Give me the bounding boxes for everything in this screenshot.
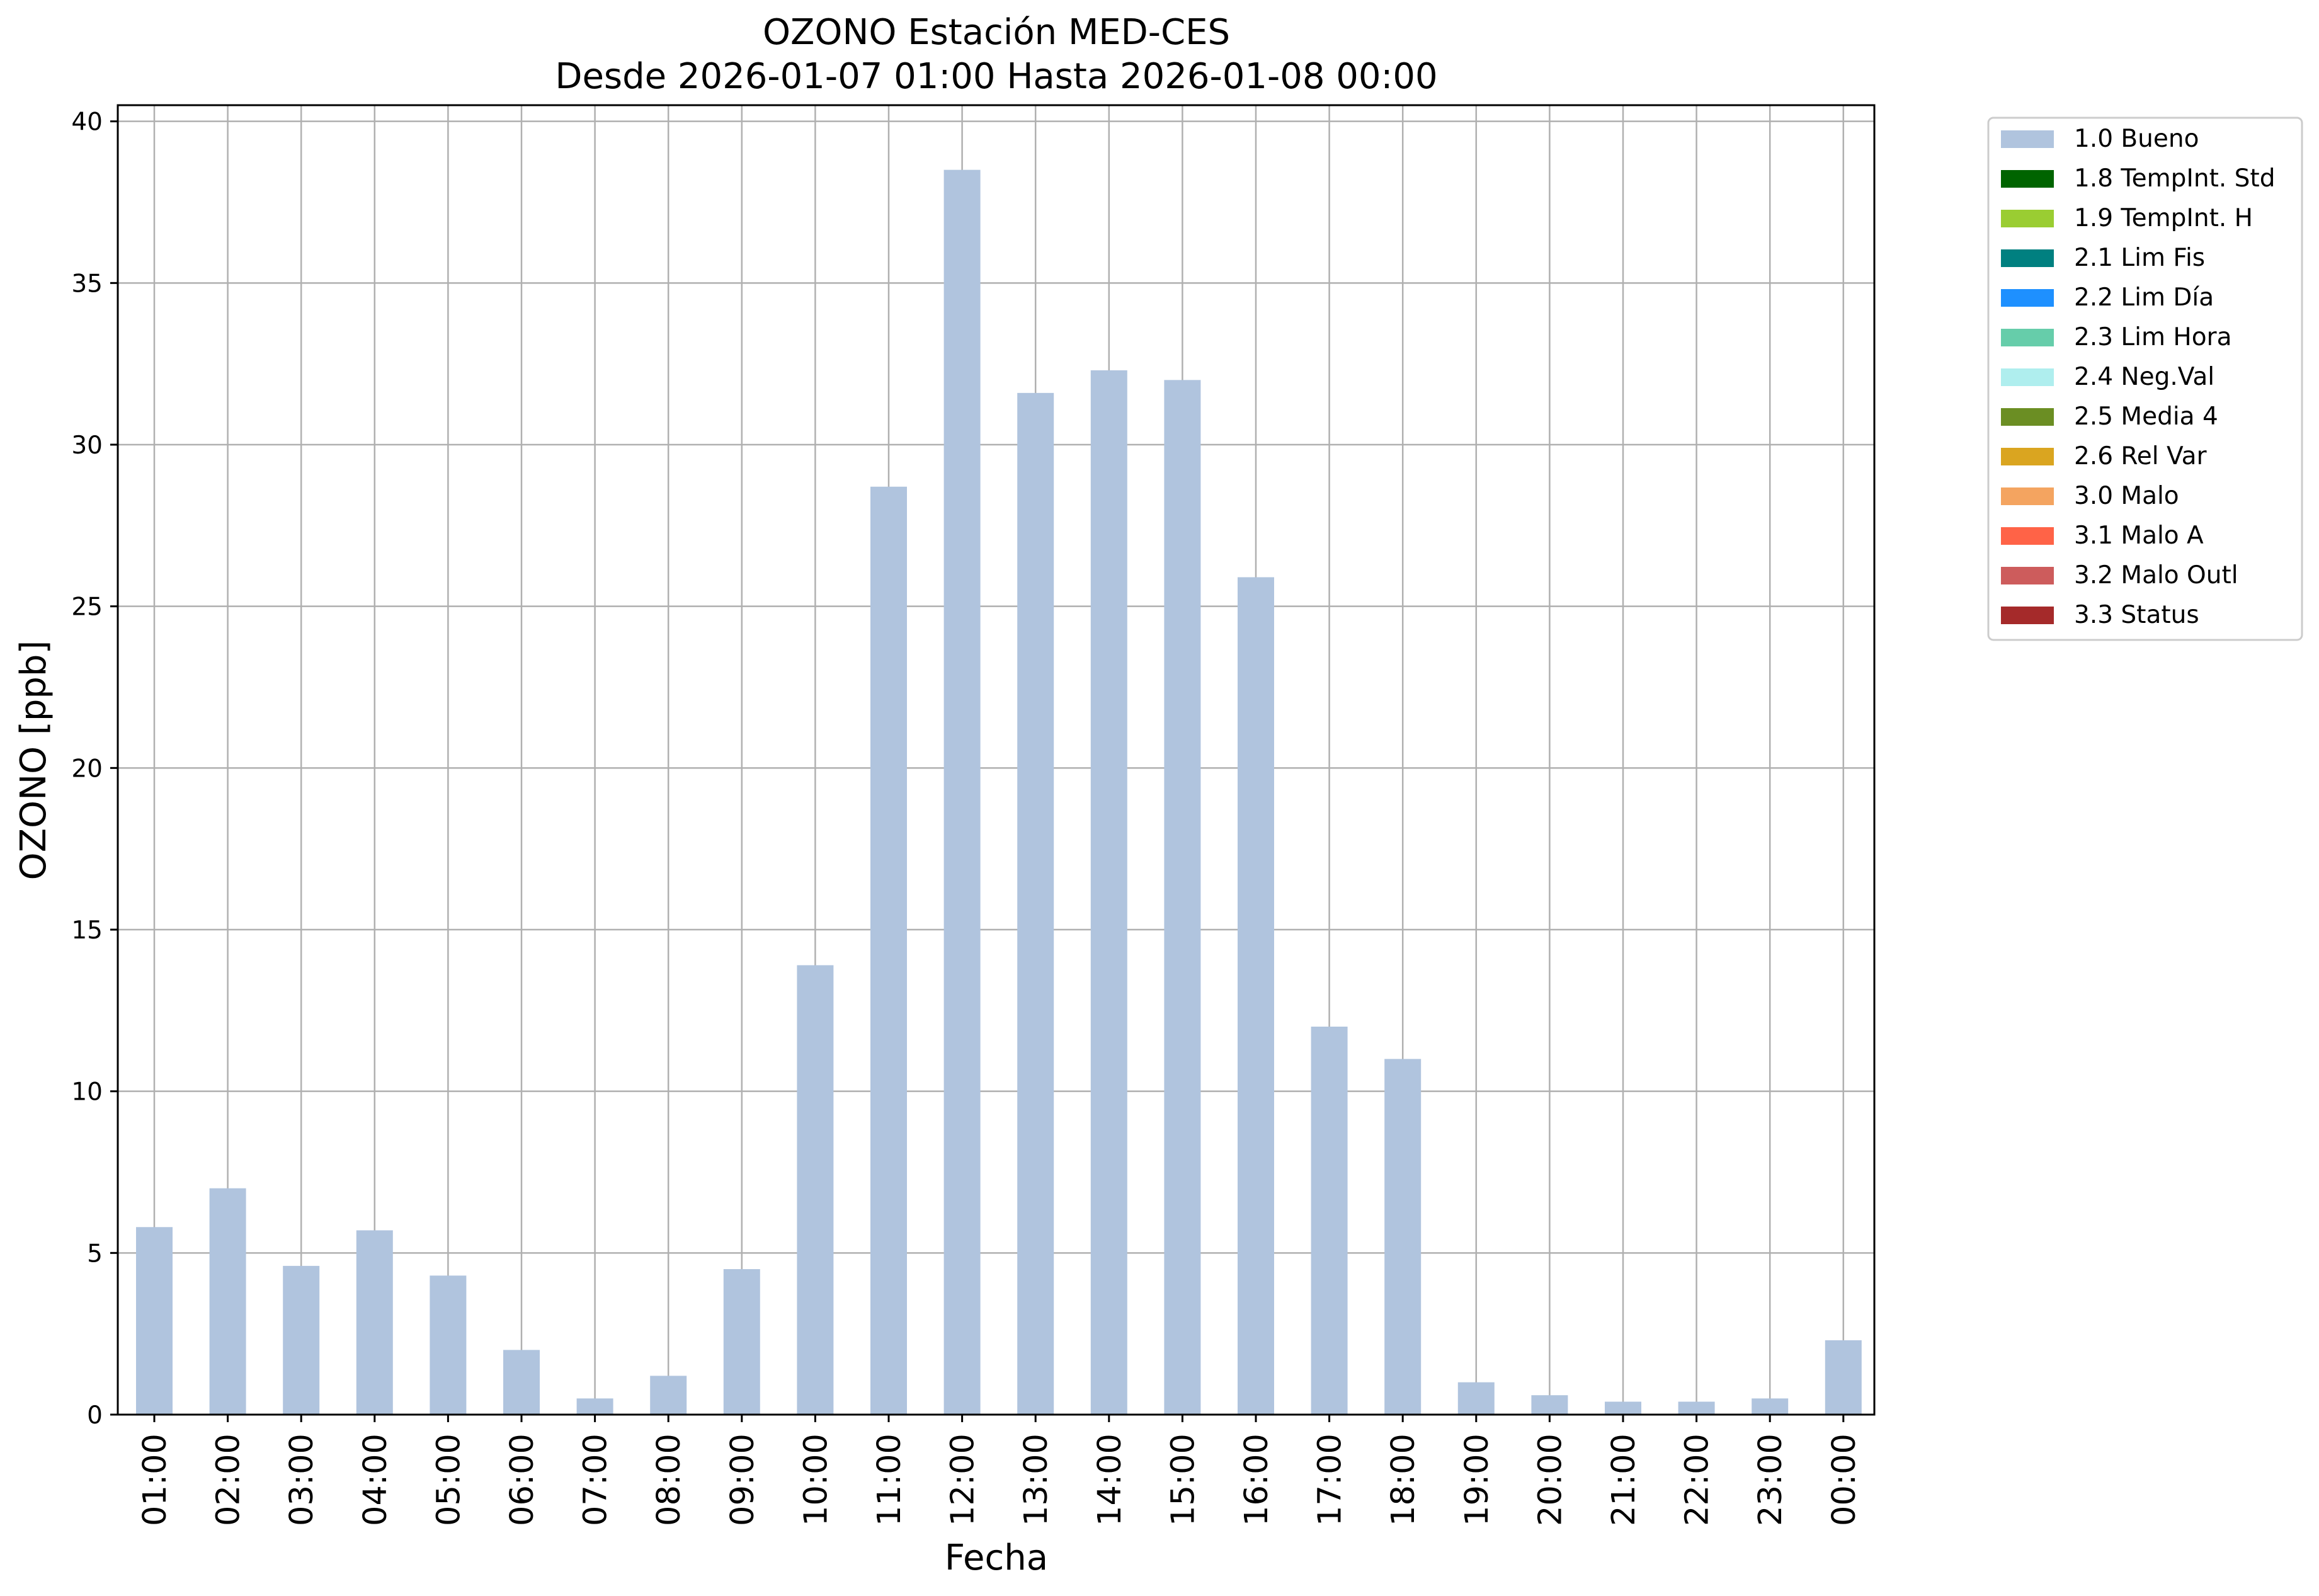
y-axis-label: OZONO [ppb] [13, 641, 54, 881]
legend-label: 3.0 Malo [2074, 482, 2179, 510]
x-tick-label: 11:00 [871, 1434, 908, 1526]
bar-18:00 [1384, 1059, 1422, 1415]
y-tick-label: 0 [87, 1401, 103, 1430]
x-tick-label: 08:00 [651, 1434, 688, 1526]
x-tick-label: 04:00 [357, 1434, 394, 1526]
x-tick-label: 06:00 [504, 1434, 541, 1526]
legend-label: 2.2 Lim Día [2074, 283, 2214, 312]
bar-series [136, 169, 1862, 1415]
legend-label: 2.4 Neg.Val [2074, 363, 2214, 391]
x-tick-label: 05:00 [430, 1434, 467, 1526]
x-tick-label: 03:00 [283, 1434, 321, 1526]
legend-box [1987, 117, 2303, 641]
x-tick-label: 19:00 [1459, 1434, 1496, 1526]
bar-15:00 [1164, 380, 1201, 1415]
legend-swatch [2001, 210, 2054, 227]
bar-02:00 [209, 1188, 246, 1415]
legend-swatch [2001, 130, 2054, 148]
bar-19:00 [1457, 1382, 1495, 1415]
y-axis-ticks: 0 5 10 15 20 25 30 35 40 [71, 108, 118, 1430]
plot-frame [117, 104, 1876, 1416]
bar-01:00 [136, 1227, 173, 1415]
legend-swatch [2001, 368, 2054, 386]
bar-06:00 [503, 1350, 540, 1415]
bar-11:00 [870, 486, 907, 1415]
x-tick-label: 23:00 [1752, 1434, 1789, 1526]
bar-10:00 [797, 965, 834, 1415]
legend-swatch [2001, 289, 2054, 307]
y-tick-label: 20 [71, 755, 103, 783]
bar-14:00 [1090, 370, 1127, 1415]
x-tick-label: 16:00 [1238, 1434, 1275, 1526]
legend-swatch [2001, 408, 2054, 426]
bar-03:00 [283, 1265, 320, 1415]
legend-swatch [2001, 487, 2054, 505]
bar-12:00 [943, 169, 981, 1415]
x-tick-label: 14:00 [1091, 1434, 1129, 1526]
x-tick-label: 02:00 [210, 1434, 248, 1526]
bar-08:00 [650, 1376, 687, 1415]
legend: 1.0 Bueno 1.8 TempInt. Std 1.9 TempInt. H 2… [1987, 117, 2303, 641]
bar-07:00 [576, 1398, 613, 1415]
bar-05:00 [430, 1275, 467, 1415]
legend-swatch [2001, 170, 2054, 188]
legend-label: 3.1 Malo A [2074, 522, 2204, 550]
legend-swatch [2001, 249, 2054, 267]
legend-label: 2.6 Rel Var [2074, 442, 2208, 470]
bar-22:00 [1678, 1401, 1715, 1415]
x-tick-label: 07:00 [578, 1434, 615, 1526]
x-tick-label: 17:00 [1312, 1434, 1349, 1526]
x-tick-label: 13:00 [1018, 1434, 1055, 1526]
bar-20:00 [1531, 1395, 1568, 1415]
legend-label: 3.3 Status [2074, 601, 2199, 629]
legend-swatch [2001, 527, 2054, 545]
y-tick-label: 35 [71, 270, 103, 298]
x-axis-ticks: 01:00 02:00 03:00 04:00 05:00 06:00 07:00 08:00… [137, 1415, 1863, 1526]
bar-00:00 [1825, 1340, 1862, 1415]
chart-title: OZONO Estación MED-CES [763, 12, 1230, 53]
legend-label: 3.2 Malo Outl [2074, 561, 2238, 590]
x-tick-label: 22:00 [1679, 1434, 1716, 1526]
chart-subtitle: Desde 2026-01-07 01:00 Hasta 2026-01-08 … [555, 56, 1437, 97]
x-axis-label: Fecha [945, 1537, 1048, 1578]
x-tick-label: 09:00 [724, 1434, 761, 1526]
y-tick-label: 40 [71, 108, 103, 137]
x-tick-label: 12:00 [945, 1434, 982, 1526]
legend-label: 2.3 Lim Hora [2074, 323, 2232, 351]
legend-label: 1.9 TempInt. H [2074, 204, 2253, 232]
y-tick-label: 25 [71, 593, 103, 622]
bar-23:00 [1752, 1398, 1789, 1415]
legend-swatch [2001, 607, 2054, 624]
legend-label: 2.1 Lim Fis [2074, 244, 2205, 272]
x-tick-label: 15:00 [1165, 1434, 1202, 1526]
legend-swatch [2001, 329, 2054, 346]
legend-swatch [2001, 567, 2054, 584]
legend-label: 2.5 Media 4 [2074, 402, 2218, 431]
bar-16:00 [1238, 577, 1274, 1415]
y-tick-label: 5 [87, 1240, 103, 1268]
legend-label: 1.8 TempInt. Std [2074, 164, 2275, 193]
x-tick-label: 20:00 [1532, 1434, 1569, 1526]
x-tick-label: 18:00 [1385, 1434, 1422, 1526]
bar-04:00 [356, 1230, 393, 1415]
y-tick-label: 10 [71, 1078, 103, 1107]
x-tick-label: 01:00 [137, 1434, 174, 1526]
y-tick-label: 30 [71, 431, 103, 460]
x-tick-label: 10:00 [797, 1434, 835, 1526]
x-tick-label: 21:00 [1605, 1434, 1643, 1526]
bar-09:00 [723, 1269, 760, 1415]
legend-label: 1.0 Bueno [2074, 125, 2199, 153]
legend-swatch [2001, 448, 2054, 465]
y-tick-label: 15 [71, 916, 103, 945]
bar-21:00 [1605, 1401, 1641, 1415]
bar-13:00 [1017, 392, 1054, 1415]
bar-17:00 [1311, 1027, 1348, 1415]
x-tick-label: 00:00 [1826, 1434, 1863, 1526]
